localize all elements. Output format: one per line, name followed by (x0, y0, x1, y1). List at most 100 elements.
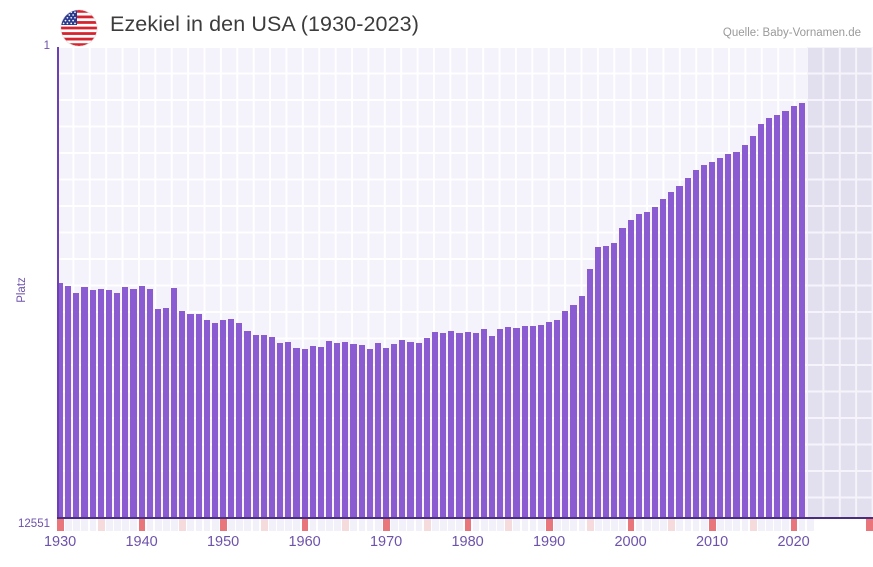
bar-2019[interactable] (782, 110, 789, 517)
bar-2020[interactable] (790, 106, 797, 517)
bar-2007[interactable] (684, 178, 691, 517)
bar-1989[interactable] (537, 324, 545, 517)
bar-1935[interactable] (97, 288, 104, 517)
bar-1951[interactable] (228, 318, 235, 517)
bar-1992[interactable] (562, 311, 569, 517)
bar-1931[interactable] (65, 285, 72, 517)
bar-1945[interactable] (179, 311, 186, 517)
bar-1995[interactable] (586, 269, 593, 517)
bar-1968[interactable] (366, 348, 373, 517)
bar-1941[interactable] (146, 288, 153, 517)
bar-1998[interactable] (611, 243, 618, 517)
bar-1979[interactable] (456, 333, 463, 517)
tick-marker-1959 (293, 519, 301, 531)
bar-1943[interactable] (162, 307, 170, 517)
bar-2015[interactable] (749, 136, 756, 517)
bar-1949[interactable] (211, 323, 219, 517)
bar-1953[interactable] (244, 330, 251, 517)
bar-1961[interactable] (309, 345, 316, 517)
tick-marker-2006 (676, 519, 684, 531)
bar-1969[interactable] (374, 342, 382, 517)
bar-1987[interactable] (521, 326, 528, 517)
bar-1934[interactable] (89, 289, 96, 517)
bar-1962[interactable] (317, 346, 324, 517)
bar-1936[interactable] (105, 289, 113, 517)
bar-1978[interactable] (448, 330, 455, 517)
bar-1971[interactable] (391, 343, 398, 517)
bar-2013[interactable] (733, 151, 740, 517)
bar-1942[interactable] (154, 309, 161, 517)
bar-1939[interactable] (130, 288, 137, 517)
bar-2021[interactable] (798, 103, 805, 517)
bar-1999[interactable] (619, 228, 626, 517)
bar-2010[interactable] (709, 162, 716, 517)
bar-1944[interactable] (171, 288, 178, 517)
bar-2012[interactable] (725, 154, 732, 517)
bar-1964[interactable] (334, 342, 341, 517)
bar-1955[interactable] (260, 334, 267, 517)
bar-2002[interactable] (643, 211, 650, 517)
bar-1997[interactable] (603, 246, 610, 517)
bar-1982[interactable] (480, 329, 487, 517)
bar-2000[interactable] (627, 219, 634, 517)
bar-2009[interactable] (700, 165, 708, 517)
bar-1984[interactable] (497, 329, 504, 517)
bar-2011[interactable] (717, 157, 724, 517)
bar-1980[interactable] (464, 331, 471, 517)
tick-marker-1982 (480, 519, 488, 531)
tick-marker-1991 (554, 519, 561, 531)
bar-1946[interactable] (187, 313, 194, 517)
bar-1966[interactable] (350, 344, 357, 517)
bar-1967[interactable] (358, 345, 365, 517)
tick-marker-2015 (749, 519, 757, 531)
bar-2008[interactable] (692, 169, 699, 517)
bar-1938[interactable] (122, 286, 129, 517)
bar-2017[interactable] (766, 118, 773, 517)
bar-2005[interactable] (668, 191, 675, 517)
tick-marker-1965 (342, 519, 350, 531)
bar-1974[interactable] (415, 342, 422, 517)
bar-1977[interactable] (440, 333, 447, 517)
bar-2018[interactable] (774, 115, 781, 517)
bar-1973[interactable] (407, 342, 414, 517)
bar-2004[interactable] (660, 199, 667, 517)
tick-marker-1960 (301, 519, 309, 531)
bar-1947[interactable] (195, 313, 202, 517)
bar-1960[interactable] (301, 348, 308, 517)
bar-1986[interactable] (513, 327, 520, 517)
bar-1930[interactable] (57, 282, 64, 517)
bar-2001[interactable] (635, 214, 642, 517)
bar-1957[interactable] (277, 342, 284, 517)
bar-1988[interactable] (529, 326, 536, 517)
bar-1975[interactable] (423, 337, 430, 517)
bar-2003[interactable] (651, 206, 659, 517)
bar-1959[interactable] (293, 348, 300, 517)
bar-1983[interactable] (488, 336, 496, 517)
bar-1985[interactable] (505, 327, 512, 517)
bar-2014[interactable] (741, 145, 748, 517)
bar-1940[interactable] (138, 285, 145, 517)
bar-1933[interactable] (81, 286, 88, 517)
bar-1990[interactable] (546, 321, 553, 517)
bar-1994[interactable] (578, 295, 585, 517)
bar-1937[interactable] (114, 292, 121, 517)
tick-marker-2025 (831, 519, 839, 531)
bar-1976[interactable] (431, 332, 439, 517)
bar-1932[interactable] (73, 292, 80, 517)
bar-1956[interactable] (268, 336, 276, 517)
bar-1972[interactable] (399, 339, 406, 517)
bar-1981[interactable] (472, 333, 479, 517)
bar-1948[interactable] (203, 319, 210, 517)
bar-1954[interactable] (252, 334, 259, 517)
bar-1993[interactable] (570, 305, 577, 517)
bar-1950[interactable] (220, 320, 227, 517)
bar-1996[interactable] (594, 246, 602, 517)
bar-2006[interactable] (676, 185, 683, 517)
bar-1965[interactable] (342, 342, 349, 517)
bar-1970[interactable] (383, 348, 390, 517)
bar-1991[interactable] (554, 320, 561, 517)
bar-1958[interactable] (285, 342, 292, 517)
bar-1952[interactable] (236, 323, 243, 517)
bar-2016[interactable] (757, 124, 765, 517)
bar-1963[interactable] (325, 341, 333, 517)
